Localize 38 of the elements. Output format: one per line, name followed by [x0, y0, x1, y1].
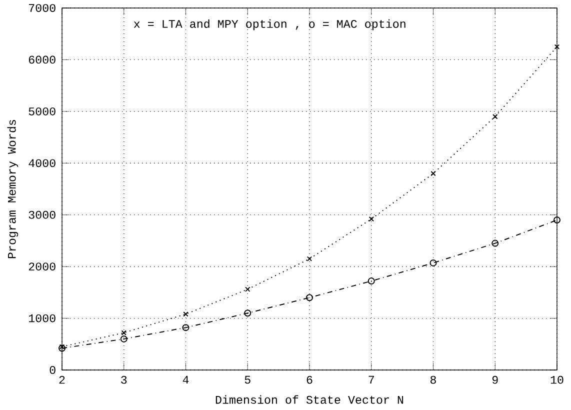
x-tick-label: 2: [59, 376, 65, 384]
point: [121, 330, 127, 336]
y-axis-title: Program Memory Words: [7, 120, 18, 258]
point: [554, 44, 560, 50]
y-tick-label: 1000: [28, 314, 56, 322]
x-tick-label: 7: [368, 376, 374, 384]
x-axis-title: Dimension of State Vector N: [216, 395, 404, 404]
y-tick-label: 7000: [29, 4, 56, 12]
point: [306, 294, 313, 302]
x-tick-label: 6: [306, 376, 312, 384]
y-tick-label: 3000: [28, 210, 56, 219]
x-tick-label: 3: [121, 376, 127, 384]
x-tick-label: 9: [492, 376, 498, 384]
point: [58, 344, 66, 352]
point: [430, 170, 436, 176]
point: [553, 216, 560, 224]
y-tick-label: 5000: [28, 107, 56, 116]
point: [306, 256, 312, 262]
point: [182, 324, 190, 332]
x-tick-label: 4: [182, 376, 189, 384]
x-tick-label: 10: [550, 376, 564, 384]
point: [430, 259, 437, 266]
y-tick-label: 6000: [28, 56, 56, 64]
point: [492, 114, 498, 120]
annotation: x = LTA and MPY option , o = MAC option: [134, 19, 406, 30]
point: [59, 344, 65, 350]
point: [245, 286, 250, 292]
y-tick-label: 2000: [28, 262, 56, 271]
y-tick-label: 0: [50, 366, 56, 374]
point: [183, 312, 188, 317]
point: [368, 278, 375, 285]
y-tick-label: 4000: [28, 159, 56, 168]
point: [492, 240, 499, 247]
x-tick-label: 8: [430, 376, 436, 384]
x-tick-label: 5: [244, 376, 250, 384]
point: [368, 216, 374, 222]
point: [120, 335, 128, 342]
point: [244, 310, 252, 317]
